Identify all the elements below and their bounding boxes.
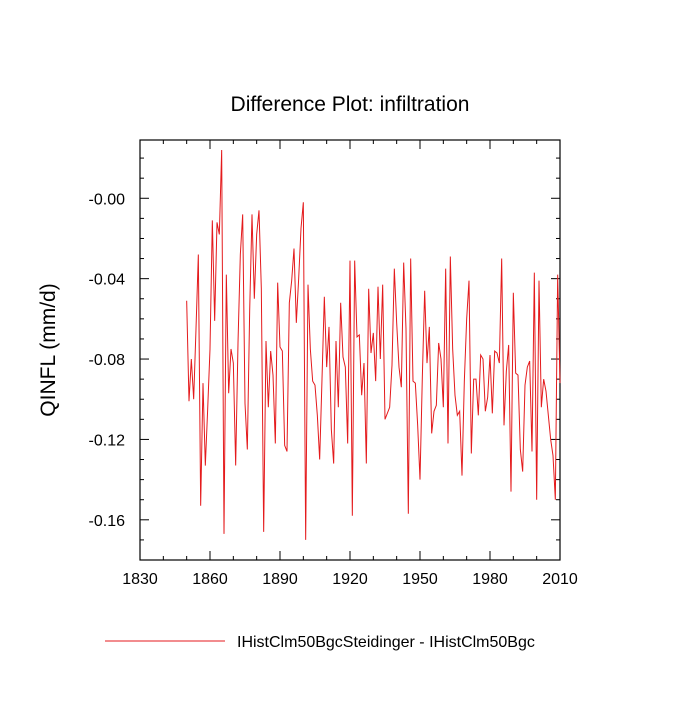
x-axis-tick-labels: 1830 1860 1890 1920 1950 1980 2010 [122, 571, 578, 588]
series-group [186, 150, 561, 540]
plot-frame [139, 139, 561, 561]
legend-label: IHistClm50BgcSteidinger - IHistClm50Bgc [237, 634, 535, 651]
y-tick-label: -0.04 [89, 272, 126, 289]
x-tick-label: 1860 [192, 571, 228, 588]
x-tick-label: 2010 [542, 571, 578, 588]
chart-title: Difference Plot: infiltration [231, 93, 470, 116]
x-tick-label: 1830 [122, 571, 158, 588]
y-axis-label: QINFL (mm/d) [37, 283, 60, 416]
x-tick-label: 1890 [262, 571, 298, 588]
y-axis-tick-labels: -0.16 -0.12 -0.08 -0.04 -0.00 [89, 191, 126, 530]
y-tick-label: -0.12 [89, 432, 126, 449]
y-axis-ticks [140, 157, 560, 561]
series-line [186, 150, 561, 540]
x-axis-ticks [139, 140, 561, 560]
legend: IHistClm50BgcSteidinger - IHistClm50Bgc [105, 634, 535, 651]
x-tick-label: 1950 [402, 571, 438, 588]
y-tick-label: -0.00 [89, 191, 126, 208]
y-tick-label: -0.08 [89, 352, 126, 369]
x-tick-label: 1920 [332, 571, 368, 588]
y-tick-label: -0.16 [89, 513, 126, 530]
x-tick-label: 1980 [472, 571, 508, 588]
